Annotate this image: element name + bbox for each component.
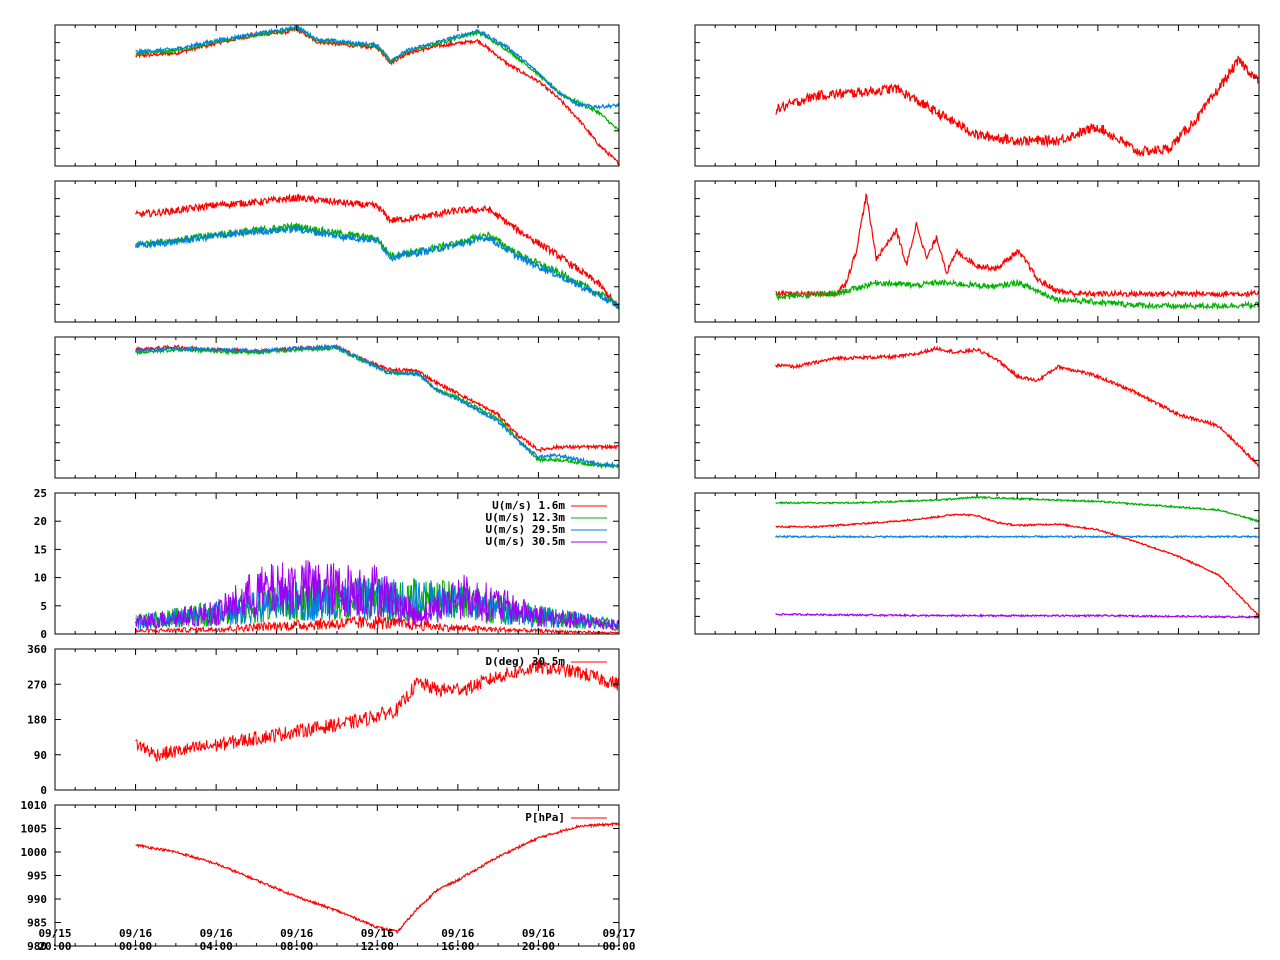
series-line-2: [775, 278, 1259, 311]
y-tick-label: 270: [27, 678, 47, 691]
series-line-3: [135, 343, 619, 468]
x-tick-time: 16:00: [441, 940, 474, 953]
y-tick-label: 980: [27, 940, 47, 953]
y-tick-label: 985: [27, 917, 47, 930]
x-tick-time: 00:00: [602, 940, 635, 953]
plot-frame: [694, 24, 1260, 167]
legend-label: U(m/s) 1.6m: [492, 499, 565, 512]
panel-6: 980 985 990 995 1000 1005 1010 P[hPa]: [21, 799, 620, 953]
y-tick-label: 10: [34, 572, 47, 585]
legend-label: D(deg) 30.5m: [486, 655, 566, 668]
y-tick-label: 995: [27, 870, 47, 883]
x-tick-time: 20:00: [522, 940, 555, 953]
series-line-4: [135, 560, 619, 631]
y-tick-label: 0: [40, 784, 47, 797]
panel-10: [694, 492, 1260, 635]
x-tick-date: 09/16: [522, 927, 555, 940]
series-line-1: [135, 659, 619, 763]
y-tick-label: 0: [40, 628, 47, 641]
plot-frame: [54, 804, 620, 947]
x-tick-time: 04:00: [200, 940, 233, 953]
y-tick-label: 1000: [21, 846, 48, 859]
series-line-1: [775, 345, 1259, 467]
time-axis-labels: 09/1520:0009/1600:0009/1604:0009/1608:00…: [38, 927, 635, 953]
plot-frame: [54, 336, 620, 479]
y-tick-label: 360: [27, 643, 47, 656]
x-tick-time: 00:00: [119, 940, 152, 953]
panel-8: [694, 180, 1260, 323]
series-line-1: [775, 55, 1259, 157]
plot-frame: [54, 24, 620, 167]
x-tick-date: 09/16: [280, 927, 313, 940]
series-line-1: [775, 495, 1259, 523]
series-line-3: [135, 224, 619, 310]
legend-label: U(m/s) 30.5m: [486, 535, 566, 548]
plot-frame: [694, 180, 1260, 323]
x-tick-time: 12:00: [361, 940, 394, 953]
legend-label: U(m/s) 12.3m: [486, 511, 566, 524]
x-tick-time: 08:00: [280, 940, 313, 953]
y-tick-label: 15: [34, 543, 47, 556]
legend-label: P[hPa]: [525, 811, 565, 824]
x-tick-date: 09/16: [441, 927, 474, 940]
panel-2: [54, 180, 620, 323]
x-tick-date: 09/16: [200, 927, 233, 940]
legend-label: U(m/s) 29.5m: [486, 523, 566, 536]
panel-5: 0 90 180 270 360 D(deg) 30.5m: [27, 643, 620, 797]
plot-frame: [694, 336, 1260, 479]
panel-7: [694, 24, 1260, 167]
y-tick-label: 90: [34, 749, 47, 762]
y-tick-label: 20: [34, 515, 47, 528]
x-tick-date: 09/16: [361, 927, 394, 940]
series-line-2: [135, 221, 619, 310]
x-tick-date: 09/16: [119, 927, 152, 940]
series-line-1: [135, 821, 619, 935]
y-tick-label: 5: [40, 600, 47, 613]
series-line-1: [775, 192, 1259, 299]
series-line-1: [135, 27, 619, 166]
series-line-1: [135, 344, 619, 453]
series-line-4: [775, 612, 1259, 620]
x-tick-date: 09/17: [602, 927, 635, 940]
series-line-3: [135, 25, 619, 111]
plot-frame: [694, 492, 1260, 635]
panel-3: [54, 336, 620, 479]
y-tick-label: 990: [27, 893, 47, 906]
series-line-1: [135, 193, 619, 308]
plot-frame: [54, 648, 620, 791]
series-line-3: [775, 534, 1259, 540]
panel-1: [54, 24, 620, 167]
y-tick-label: 25: [34, 487, 47, 500]
panel-9: [694, 336, 1260, 479]
y-tick-label: 1010: [21, 799, 48, 812]
y-tick-label: 1005: [21, 823, 48, 836]
series-line-2: [775, 513, 1259, 617]
y-tick-label: 180: [27, 714, 47, 727]
x-tick-date: 09/15: [38, 927, 71, 940]
x-tick-time: 20:00: [38, 940, 71, 953]
